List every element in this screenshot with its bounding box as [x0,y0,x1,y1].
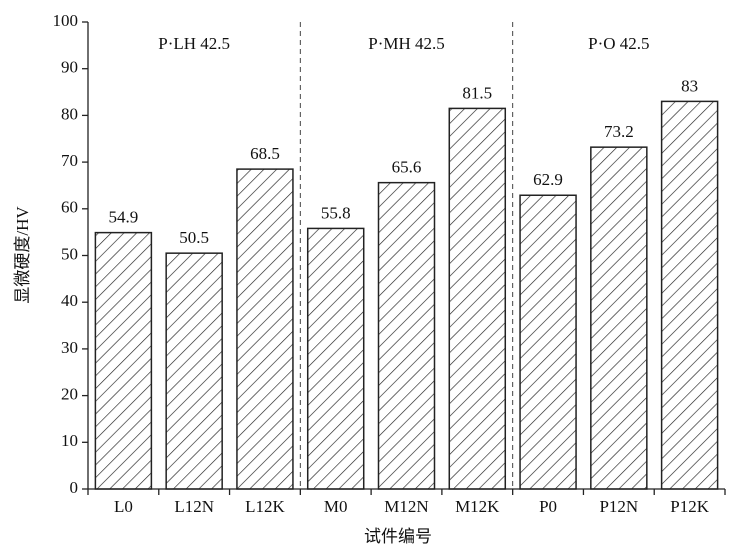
x-tick-label: L12N [174,497,214,516]
data-label: 55.8 [321,203,351,222]
y-tick-label: 80 [61,104,78,123]
group-label: P·LH 42.5 [158,34,230,53]
bar [590,146,648,490]
x-tick-label: P0 [539,497,557,516]
data-label: 73.2 [604,122,634,141]
x-tick-label: M0 [324,497,348,516]
x-axis-label: 试件编号 [364,527,432,546]
data-label: 50.5 [179,228,209,247]
x-tick-label: L12K [245,497,285,516]
data-label: 81.5 [462,83,492,102]
y-tick-label: 20 [61,385,78,404]
y-tick-label: 0 [70,478,79,497]
data-label: 83 [681,76,698,95]
y-axis-label: 显微硬度/HV [13,206,32,304]
y-tick-label: 60 [61,198,78,217]
bar [165,252,223,490]
group-label: P·O 42.5 [588,34,649,53]
y-tick-label: 50 [61,244,78,263]
y-tick-label: 10 [61,431,78,450]
x-tick-label: P12K [670,497,709,516]
bar [306,227,365,490]
y-tick-label: 70 [61,151,78,170]
data-label: 65.6 [392,158,422,177]
x-tick-label: L0 [114,497,133,516]
x-tick-label: M12N [384,497,428,516]
group-label: P·MH 42.5 [368,34,445,53]
bar [94,231,153,490]
bar [236,168,294,490]
bar [519,194,577,490]
bar [448,107,507,490]
y-tick-label: 90 [61,58,78,77]
y-tick-label: 40 [61,291,78,310]
data-label: 68.5 [250,144,280,163]
x-tick-label: M12K [455,497,500,516]
bar [660,100,719,490]
y-tick-label: 100 [53,11,79,30]
data-label: 54.9 [109,208,139,227]
x-tick-label: P12N [599,497,638,516]
bar [377,181,436,490]
y-tick-label: 30 [61,338,78,357]
data-label: 62.9 [533,170,563,189]
